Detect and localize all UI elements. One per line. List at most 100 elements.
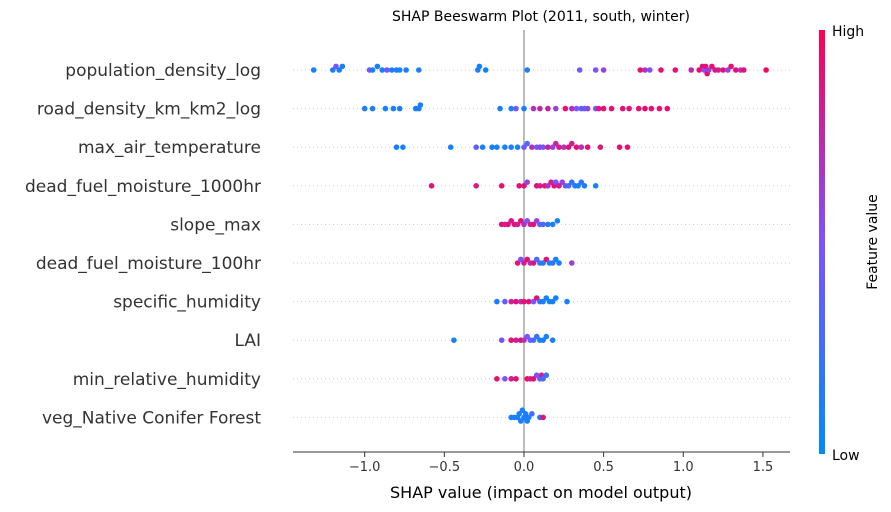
data-point <box>578 144 585 150</box>
data-point <box>494 298 500 305</box>
data-point <box>626 105 632 112</box>
data-point <box>310 67 317 73</box>
data-point <box>513 376 519 382</box>
data-point <box>530 298 537 305</box>
data-point <box>508 376 514 382</box>
data-point <box>537 183 543 189</box>
data-point <box>498 183 505 189</box>
data-point <box>382 105 389 112</box>
data-point <box>502 144 508 150</box>
data-point <box>575 183 581 189</box>
data-point <box>545 221 551 228</box>
data-point <box>514 144 521 150</box>
data-point <box>526 298 532 305</box>
data-point <box>521 144 527 150</box>
feature-labels: population_density_log road_density_km_km… <box>25 61 261 428</box>
data-point <box>524 140 530 147</box>
data-point <box>494 376 500 382</box>
data-point <box>447 144 454 150</box>
data-point <box>479 144 486 150</box>
data-point <box>494 144 500 150</box>
data-point <box>725 67 731 73</box>
data-point <box>540 414 546 421</box>
data-point <box>569 105 575 112</box>
data-point <box>540 376 546 382</box>
x-axis-title: SHAP value (impact on model output) <box>390 483 692 502</box>
data-point <box>635 105 642 112</box>
data-point <box>508 218 514 224</box>
data-point <box>529 411 535 417</box>
data-point <box>569 260 575 266</box>
data-point <box>513 337 519 344</box>
chart-title: SHAP Beeswarm Plot (2011, south, winter) <box>392 9 690 25</box>
data-point <box>543 333 550 340</box>
data-point <box>529 144 535 150</box>
data-point <box>696 67 702 73</box>
x-tick-label: 0.5 <box>593 460 614 475</box>
data-point <box>578 179 585 185</box>
data-point <box>513 298 519 305</box>
data-point <box>498 337 505 344</box>
data-point <box>537 105 543 112</box>
data-point <box>600 105 607 112</box>
data-point <box>592 67 599 73</box>
feature-label: max_air_temperature <box>78 138 261 158</box>
data-point <box>573 105 580 112</box>
data-point <box>389 67 395 73</box>
x-tick-label: −1.0 <box>349 460 381 475</box>
data-point <box>672 67 679 73</box>
data-point <box>556 144 562 150</box>
data-point <box>533 372 540 379</box>
data-point <box>554 218 561 224</box>
data-point <box>720 67 726 73</box>
data-point <box>540 298 546 305</box>
data-point <box>763 67 769 73</box>
data-point <box>559 179 565 185</box>
data-point <box>502 376 508 382</box>
data-point <box>545 105 551 112</box>
data-point <box>553 140 559 147</box>
data-point <box>518 218 524 224</box>
data-point <box>573 144 580 150</box>
data-point <box>658 67 664 73</box>
data-point <box>330 67 336 73</box>
feature-label: min_relative_humidity <box>73 370 261 390</box>
data-point <box>521 298 527 305</box>
data-point <box>508 144 514 150</box>
data-point <box>428 183 435 189</box>
x-axis: −1.0 −0.5 0.0 0.5 1.0 1.5 <box>293 451 790 475</box>
data-point <box>502 298 508 305</box>
data-point <box>505 221 511 228</box>
data-point <box>540 260 546 266</box>
x-tick-label: 0.0 <box>514 460 535 475</box>
data-point <box>530 221 537 228</box>
data-point <box>597 144 604 150</box>
data-point <box>581 183 588 189</box>
data-point <box>648 105 655 112</box>
data-point <box>403 67 409 73</box>
data-point <box>533 218 540 224</box>
data-point <box>741 67 747 73</box>
data-point <box>530 260 537 266</box>
data-point <box>533 295 540 301</box>
data-point <box>556 260 562 266</box>
data-point <box>584 105 591 112</box>
data-point <box>476 63 483 70</box>
data-point <box>396 67 403 73</box>
data-point <box>584 144 591 150</box>
data-point <box>400 144 406 150</box>
data-point <box>361 105 368 112</box>
data-point <box>521 105 527 112</box>
data-point <box>473 144 480 150</box>
data-point <box>518 256 524 263</box>
data-point <box>497 105 503 112</box>
data-points <box>310 63 769 424</box>
data-point <box>549 221 556 228</box>
data-point <box>556 183 562 189</box>
data-point <box>521 260 527 266</box>
data-point <box>516 411 522 417</box>
data-point <box>530 105 537 112</box>
feature-label: slope_max <box>170 215 261 235</box>
data-point <box>608 105 615 112</box>
